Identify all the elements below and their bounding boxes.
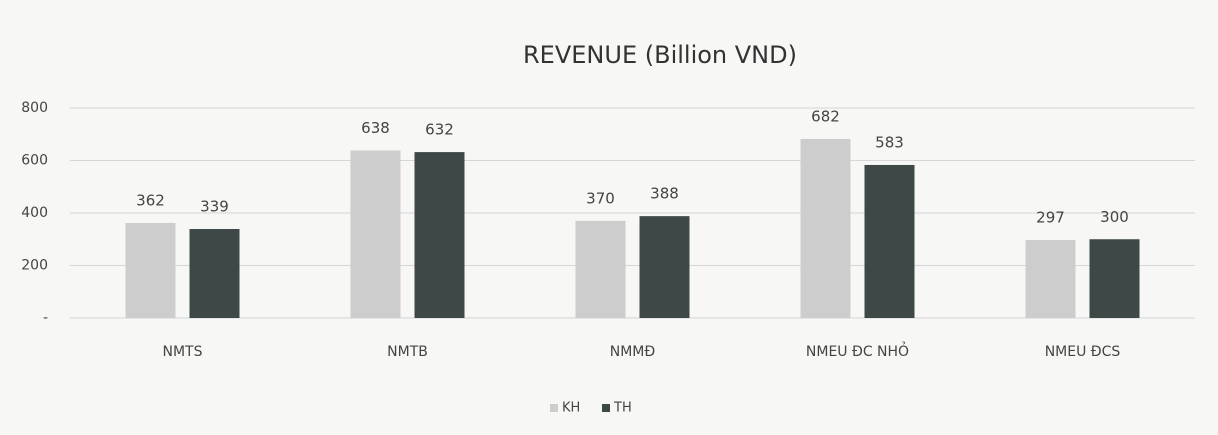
legend-swatch: [550, 404, 558, 412]
legend-label: TH: [613, 401, 632, 416]
y-tick-label: 200: [21, 258, 48, 274]
bar: [639, 216, 690, 318]
y-tick-label: 600: [21, 153, 48, 169]
bar: [1089, 239, 1140, 318]
x-tick-label: NMEU ĐCS: [1045, 344, 1121, 360]
data-label: 297: [1036, 209, 1065, 227]
y-tick-label: -: [43, 310, 48, 326]
x-tick-label: NMMĐ: [610, 344, 656, 360]
bar: [125, 222, 176, 318]
bar: [350, 150, 401, 318]
data-label: 638: [361, 119, 390, 137]
x-tick-label: NMEU ĐC NHỎ: [806, 341, 909, 360]
bar: [864, 164, 915, 318]
data-label: 388: [650, 185, 679, 203]
legend-label: KH: [562, 401, 580, 416]
y-tick-label: 800: [21, 100, 48, 116]
chart-title: REVENUE (Billion VND): [523, 41, 797, 69]
bar: [800, 138, 851, 318]
bar: [189, 229, 240, 318]
data-label: 300: [1100, 208, 1129, 226]
x-tick-label: NMTB: [387, 344, 428, 360]
bar: [414, 152, 465, 318]
x-tick-label: NMTS: [163, 344, 203, 360]
y-tick-label: 400: [21, 205, 48, 221]
data-label: 632: [425, 121, 454, 139]
legend-swatch: [602, 404, 610, 412]
data-label: 583: [875, 133, 904, 151]
data-label: 339: [200, 198, 229, 216]
data-label: 362: [136, 191, 165, 209]
data-label: 682: [811, 107, 840, 125]
bar: [1025, 240, 1076, 318]
bar: [575, 220, 626, 318]
data-label: 370: [586, 189, 615, 207]
